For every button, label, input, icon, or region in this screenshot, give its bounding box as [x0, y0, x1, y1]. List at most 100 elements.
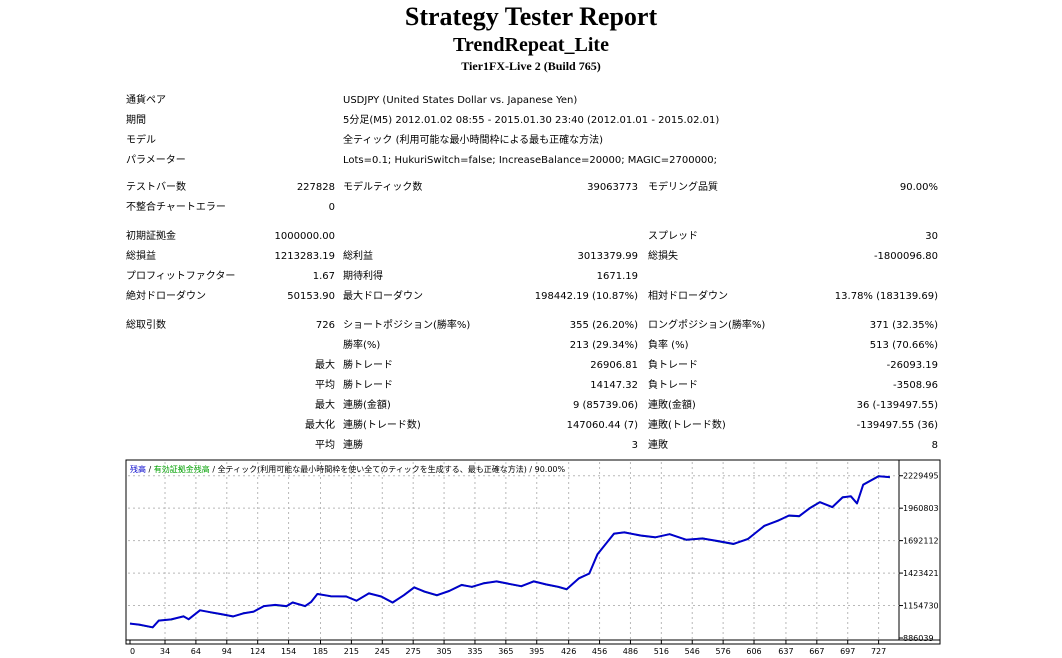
long-positions-value: 371 (32.35%) — [869, 320, 938, 331]
stats-row-winrate: 勝率(%) 213 (29.34%) 負率 (%) 513 (70.66%) — [0, 336, 1062, 356]
largest-profit-value: 26906.81 — [590, 360, 638, 371]
loss-trades-value: 513 (70.66%) — [869, 340, 938, 351]
stats-row-average: 平均 勝トレード 14147.32 負トレード -3508.96 — [0, 376, 1062, 396]
average-profit-label: 勝トレード — [343, 380, 393, 391]
deposit-value: 1000000.00 — [274, 231, 335, 242]
settings-row-model: モデル 全ティック (利用可能な最小時間枠による最も正確な方法) — [0, 131, 1062, 151]
legend-separator: / — [146, 465, 154, 474]
expected-payoff-value: 1671.19 — [596, 271, 638, 282]
chart-grid — [128, 462, 903, 644]
symbol-value: USDJPY (United States Dollar vs. Japanes… — [343, 95, 578, 106]
x-tick-label: 34 — [160, 647, 170, 656]
consec-loss-value: -139497.55 (36) — [856, 420, 938, 431]
largest-label: 最大 — [315, 360, 335, 371]
settings-row-period: 期間 5分足(M5) 2012.01.02 08:55 - 2015.01.30… — [0, 111, 1062, 131]
short-positions-label: ショートポジション(勝率%) — [343, 320, 471, 331]
server-build: Tier1FX-Live 2 (Build 765) — [461, 59, 601, 73]
gross-loss-value: -1800096.80 — [873, 251, 938, 262]
stats-row-net: 総損益 1213283.19 総利益 3013379.99 総損失 -18000… — [0, 247, 1062, 267]
mismatch-value: 0 — [328, 202, 335, 213]
average-consec-label: 平均 — [315, 440, 335, 451]
x-tick-label: 0 — [130, 647, 135, 656]
quality-value: 90.00% — [899, 182, 938, 193]
x-tick-label: 94 — [222, 647, 232, 656]
avg-consec-losses-label: 連敗 — [648, 440, 668, 451]
x-tick-label: 305 — [436, 647, 451, 656]
x-tick-label: 154 — [281, 647, 296, 656]
x-tick-label: 637 — [778, 647, 793, 656]
balance-chart: 0 34 64 94 124 154 185 215 245 275 305 335 365 395 426… — [125, 459, 941, 656]
long-positions-label: ロングポジション(勝率%) — [648, 320, 766, 331]
average-loss-label: 負トレード — [648, 380, 698, 391]
avg-consec-wins-label: 連勝 — [343, 440, 363, 451]
period-label: 期間 — [126, 115, 146, 126]
y-tick-label: 2229495 — [903, 472, 939, 481]
consec-losses-money-value: 36 (-139497.55) — [856, 400, 938, 411]
stats-row-deposit: 初期証拠金 1000000.00 スプレッド 30 — [0, 227, 1062, 247]
x-tick-label: 516 — [654, 647, 669, 656]
y-tick-label: 1692112 — [903, 537, 939, 546]
profit-trades-value: 213 (29.34%) — [569, 340, 638, 351]
stats-row-largest: 最大 勝トレード 26906.81 負トレード -26093.19 — [0, 356, 1062, 376]
consec-losses-money-label: 連敗(金額) — [648, 400, 696, 411]
x-tick-label: 697 — [840, 647, 855, 656]
x-tick-label: 275 — [406, 647, 421, 656]
x-tick-label: 576 — [715, 647, 730, 656]
legend-equity: 有効証拠金残高 — [154, 464, 210, 474]
settings-row-params: パラメーター Lots=0.1; HukuriSwitch=false; Inc… — [0, 151, 1062, 171]
x-tick-label: 667 — [809, 647, 824, 656]
x-tick-label: 486 — [623, 647, 638, 656]
short-positions-value: 355 (26.20%) — [569, 320, 638, 331]
symbol-label: 通貨ペア — [126, 95, 166, 106]
ticks-label: モデルティック数 — [343, 182, 423, 193]
stats-row-drawdown: 絶対ドローダウン 50153.90 最大ドローダウン 198442.19 (10… — [0, 287, 1062, 307]
x-tick-label: 727 — [871, 647, 886, 656]
consec-profit-value: 147060.44 (7) — [566, 420, 638, 431]
consec-wins-money-value: 9 (85739.06) — [572, 400, 638, 411]
x-tick-label: 335 — [467, 647, 482, 656]
quality-label: モデリング品質 — [648, 182, 718, 193]
legend-model-info: / 全ティック(利用可能な最小時間枠を使い全てのティックを生成する、最も正確な方… — [210, 464, 566, 474]
ticks-value: 39063773 — [587, 182, 638, 193]
gross-profit-value: 3013379.99 — [577, 251, 638, 262]
y-tick-label: 1423421 — [903, 569, 939, 578]
params-value: Lots=0.1; HukuriSwitch=false; IncreaseBa… — [343, 155, 718, 166]
gross-loss-label: 総損失 — [648, 251, 678, 262]
params-label: パラメーター — [126, 155, 186, 166]
net-profit-label: 総損益 — [126, 251, 156, 262]
x-tick-label: 215 — [344, 647, 359, 656]
mismatch-label: 不整合チャートエラー — [126, 202, 226, 213]
loss-trades-label: 負率 (%) — [648, 340, 689, 351]
chart-frame — [125, 459, 941, 645]
x-tick-label: 456 — [592, 647, 607, 656]
gross-profit-label: 総利益 — [343, 251, 373, 262]
total-trades-value: 726 — [315, 320, 335, 331]
chart-tick-labels: 0 34 64 94 124 154 185 215 245 275 305 335 365 395 426… — [130, 472, 939, 656]
deposit-label: 初期証拠金 — [126, 231, 176, 242]
x-tick-label: 546 — [685, 647, 700, 656]
chart-legend: 残高 / 有効証拠金残高 / 全ティック(利用可能な最小時間枠を使い全てのティッ… — [130, 464, 566, 474]
average-label: 平均 — [315, 380, 335, 391]
maximum-label: 最大 — [315, 400, 335, 411]
consec-profit-label: 連勝(トレード数) — [343, 420, 421, 431]
average-loss-value: -3508.96 — [893, 380, 938, 391]
model-value: 全ティック (利用可能な最小時間枠による最も正確な方法) — [343, 135, 604, 146]
chart-series — [129, 475, 890, 629]
stats-row-avg-consec: 平均 連勝 3 連敗 8 — [0, 436, 1062, 456]
absolute-drawdown-label: 絶対ドローダウン — [126, 291, 206, 302]
stats-row-mismatch: 不整合チャートエラー 0 — [0, 198, 1062, 218]
profit-factor-label: プロフィットファクター — [126, 271, 236, 282]
period-value: 5分足(M5) 2012.01.02 08:55 - 2015.01.30 23… — [343, 115, 720, 126]
report-title: Strategy Tester Report — [404, 2, 658, 31]
stats-row-trades: 総取引数 726 ショートポジション(勝率%) 355 (26.20%) ロング… — [0, 316, 1062, 336]
consec-loss-label: 連敗(トレード数) — [648, 420, 726, 431]
consec-wins-money-label: 連勝(金額) — [343, 400, 391, 411]
x-tick-label: 365 — [498, 647, 513, 656]
profit-trades-label: 勝率(%) — [343, 340, 381, 351]
relative-drawdown-value: 13.78% (183139.69) — [834, 291, 938, 302]
x-tick-label: 124 — [250, 647, 265, 656]
profit-factor-value: 1.67 — [312, 271, 335, 282]
y-tick-label: 1960803 — [903, 504, 939, 513]
avg-consec-wins-value: 3 — [631, 440, 638, 451]
bars-label: テストバー数 — [126, 182, 186, 193]
